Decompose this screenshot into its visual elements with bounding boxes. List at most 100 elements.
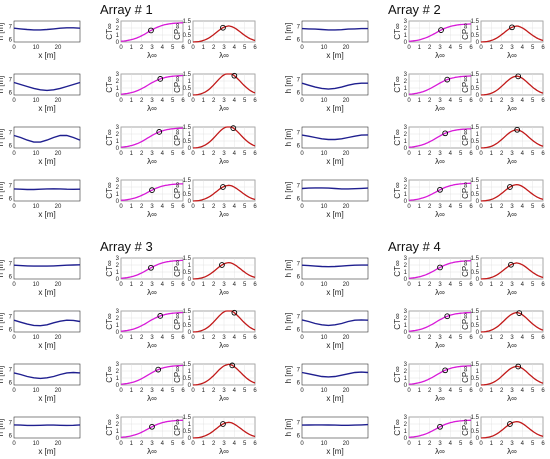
array1-row2-cp-ytick-label: 1: [188, 79, 192, 85]
array1-row4-h-axes: 0 10 20 6 7: [9, 179, 81, 210]
array4-row3-ct-series: [408, 365, 472, 385]
array1-row3-h-xtick-label: 10: [33, 151, 40, 157]
array4-row2-cp-ylabel: CP∞: [461, 313, 470, 330]
array3-row3-h-axes: 0 10 20 6 7: [9, 363, 81, 394]
array2-row1-cp-xtick-label: 6: [541, 45, 545, 51]
array2-row1-h-xlabel: x [m]: [326, 51, 343, 60]
array4-row3-ct-marker: [442, 367, 449, 374]
array2-row1-ct-ytick-label: 0: [404, 40, 408, 46]
array3-row2-ct-xtick-label: 4: [161, 335, 165, 341]
array4-row1-cp-ytick-label: 1.5: [471, 256, 480, 262]
array1-row3-cp-xtick-label: 0: [191, 151, 195, 157]
array4-row4-ct-xtick-label: 2: [428, 441, 432, 447]
array2-row2-cp-ytick-label: 1: [476, 79, 480, 85]
array3-row1-h-xtick-label: 20: [55, 282, 62, 288]
array4-row2-ct-ylabel: CT∞: [393, 313, 402, 330]
array4-row1-ct-ytick-label: 1: [404, 270, 408, 276]
array4-row3-cp-ylabel: CP∞: [461, 366, 470, 383]
array2-row3-h-xlabel: x [m]: [326, 157, 343, 166]
array4-row1-cp-xtick-label: 3: [510, 282, 514, 288]
array2-row3-h-xtick-label: 0: [300, 151, 304, 157]
array3-row3-cp-xtick-label: 0: [191, 388, 195, 394]
array3-row3-cp-xtick-label: 3: [222, 388, 226, 394]
array4-row3-cp-xtick-label: 3: [510, 388, 514, 394]
array3-row2-ct-xtick-label: 5: [171, 335, 175, 341]
array2-row1-cp-marker: [509, 24, 515, 31]
array3-row1-h-ylabel: h [m]: [0, 260, 5, 278]
array1-row1-cp-series: [192, 25, 256, 43]
array1-row4-ct-ytick-label: 0: [116, 199, 120, 205]
array1-row3-cp-marker: [230, 125, 237, 131]
array3-row1-h-xlabel: x [m]: [38, 288, 55, 297]
array4-row2-ct-xtick-label: 2: [428, 335, 432, 341]
array1-row2-ct-marker: [157, 76, 164, 82]
array1-row1-ct-ytick-label: 0: [116, 40, 120, 46]
array4-row2-cp-xtick-label: 4: [521, 335, 525, 341]
array1-row4-cp-xtick-label: 3: [222, 204, 226, 210]
array1-row2-h-xtick-label: 0: [12, 98, 16, 104]
array2-row2-cp-ylabel: CP∞: [461, 76, 470, 93]
array3-row2-cp-xtick-label: 0: [191, 335, 195, 341]
array3-row4-ct-ylabel: CT∞: [105, 419, 114, 436]
array2-row4-ct-ytick-label: 3: [404, 178, 408, 184]
array1-row2-ct-ylabel: CT∞: [105, 76, 114, 93]
array1-row4-cp-xtick-label: 5: [243, 204, 247, 210]
array2-row4-cp-xtick-label: 5: [531, 204, 535, 210]
array4-row2-h-xtick-label: 10: [321, 335, 328, 341]
array1-row4-cp-xtick-label: 4: [233, 204, 237, 210]
array3-row3-cp-xtick-label: 2: [212, 388, 216, 394]
array1-row2-cp-ytick-label: 0: [188, 93, 192, 99]
array2-row2-ct-xtick-label: 5: [459, 98, 463, 104]
array4-row2-h-axes: 0 10 20 6 7: [297, 310, 369, 341]
array1-row4-cp-ylabel: CP∞: [173, 182, 182, 199]
array2-row1-cp-xtick-label: 4: [521, 45, 525, 51]
array4-row4-ct-xlabel: λ∞: [435, 447, 445, 456]
array3-row3-ct-ylabel: CT∞: [105, 366, 114, 383]
array2-row3-h-axes: 0 10 20 6 7: [297, 126, 369, 157]
array1-row3-h-ytick-label: 6: [9, 143, 13, 149]
array3-row4-ct-ytick-label: 3: [116, 415, 120, 421]
array4-row2-ct-xtick-label: 6: [469, 335, 473, 341]
array2-row1-h-axes: 0 10 20 6 7: [297, 20, 369, 51]
array-2-title: Array # 2: [388, 2, 441, 17]
array3-row2-ct-xtick-label: 6: [181, 335, 185, 341]
array4-row3-ct-xlabel: λ∞: [435, 394, 445, 403]
array2-row2-h-ylabel: h [m]: [284, 76, 293, 94]
array2-row4-cp-xtick-label: 6: [541, 204, 545, 210]
array1-row4-cp-marker: [220, 184, 226, 190]
array2-row1-ct-xtick-label: 2: [428, 45, 432, 51]
array2-row1-cp-ylabel: CP∞: [461, 23, 470, 40]
array4-row4-ct-xtick-label: 1: [418, 441, 422, 447]
array4-row4-ct-ylabel: CT∞: [393, 419, 402, 436]
array2-row4-cp-xtick-label: 4: [521, 204, 525, 210]
array3-row1-cp-xtick-label: 3: [222, 282, 226, 288]
array4-row1-ct-ytick-label: 0: [404, 277, 408, 283]
array1-row4-ct-xtick-label: 5: [171, 204, 175, 210]
array4-row1-cp-marker: [508, 261, 514, 268]
array3-row4-h-xtick-label: 20: [55, 441, 62, 447]
array3-row2-ct-ytick-label: 0: [116, 330, 120, 336]
array4-row3-cp-xtick-label: 5: [531, 388, 535, 394]
array2-row4-ct-xtick-label: 4: [449, 204, 453, 210]
array2-row2-cp-xlabel: λ∞: [507, 104, 517, 113]
array4-row2-h-xtick-label: 0: [300, 335, 304, 341]
array1-row1-ct-ytick-label: 3: [116, 19, 120, 25]
array1-row3-h-xtick-label: 0: [12, 151, 16, 157]
array1-row2-ct-ytick-label: 1: [116, 86, 120, 92]
array1-row4-cp-xtick-label: 6: [253, 204, 257, 210]
array2-row2-ct-ytick-label: 1: [404, 86, 408, 92]
array2-row4-cp-xtick-label: 3: [510, 204, 514, 210]
array3-row1-ct-xtick-label: 2: [140, 282, 144, 288]
array3-row4-h-xtick-label: 10: [33, 441, 40, 447]
array3-row2-cp-ytick-label: 0: [188, 330, 192, 336]
array1-row3-cp-xtick-label: 1: [202, 151, 206, 157]
array3-row3-cp-ytick-label: 0: [188, 383, 192, 389]
array3-row4-ct-ytick-label: 1: [116, 429, 120, 435]
array1-row2-ct-xtick-label: 5: [171, 98, 175, 104]
array3-row4-h-xlabel: x [m]: [38, 447, 55, 456]
array3-row2-ct-xlabel: λ∞: [147, 341, 157, 350]
array2-row3-cp-ylabel: CP∞: [461, 129, 470, 146]
array3-row1-cp-xtick-label: 4: [233, 282, 237, 288]
array3-row3-cp-ytick-label: 1.5: [183, 362, 192, 368]
